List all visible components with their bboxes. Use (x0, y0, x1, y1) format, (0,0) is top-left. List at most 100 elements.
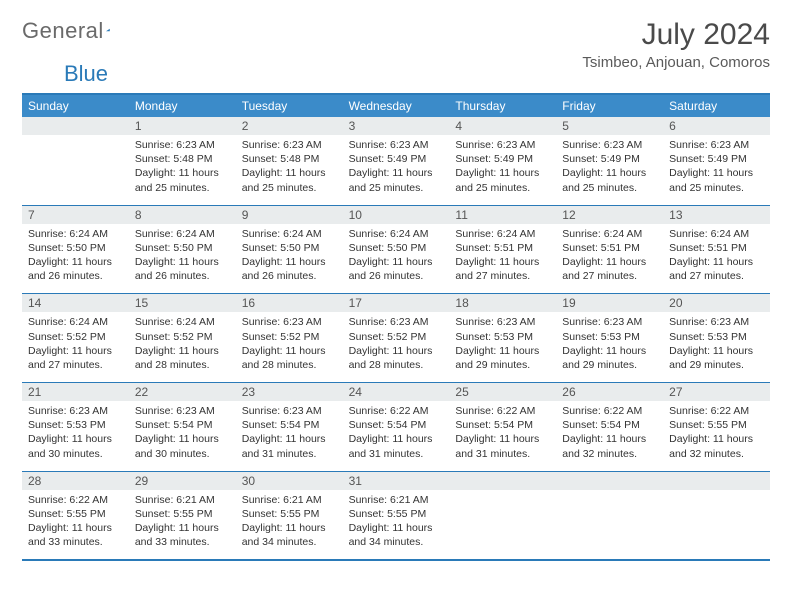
day-cell-line: Sunset: 5:51 PM (455, 241, 550, 255)
content-row: Sunrise: 6:23 AM Sunset: 5:48 PM Daylight:… (22, 135, 770, 205)
day-cell-line: Sunset: 5:54 PM (135, 418, 230, 432)
day-cell-line: Sunrise: 6:22 AM (349, 404, 444, 418)
day-cell-line: and 25 minutes. (349, 181, 444, 195)
week-block: 14151617181920Sunrise: 6:24 AMSunset: 5:… (22, 293, 770, 382)
day-cell-line: and 31 minutes. (242, 447, 337, 461)
logo-text-1: General (22, 18, 104, 44)
day-cell: Sunrise: 6:22 AMSunset: 5:55 PMDaylight:… (663, 401, 770, 471)
day-cell-line: and 26 minutes. (242, 269, 337, 283)
day-cell-line: Sunrise: 6:23 AM (242, 404, 337, 418)
content-row: Sunrise: 6:24 AMSunset: 5:52 PMDaylight:… (22, 312, 770, 382)
day-cell-line: and 27 minutes. (28, 358, 123, 372)
day-cell: Sunrise: 6:24 AMSunset: 5:51 PMDaylight:… (663, 224, 770, 294)
day-cell: Sunrise: 6:24 AMSunset: 5:52 PMDaylight:… (129, 312, 236, 382)
day-cell-line: and 34 minutes. (349, 535, 444, 549)
day-number: 8 (129, 206, 236, 224)
day-number: 21 (22, 383, 129, 401)
day-number: 6 (663, 117, 770, 135)
day-cell: Sunrise: 6:24 AMSunset: 5:51 PMDaylight:… (556, 224, 663, 294)
day-cell-line: Sunset: 5:54 PM (455, 418, 550, 432)
day-cell: Sunrise: 6:24 AMSunset: 5:50 PMDaylight:… (343, 224, 450, 294)
day-cell-line: Sunrise: 6:24 AM (349, 227, 444, 241)
day-cell-line: Daylight: 11 hours (455, 344, 550, 358)
day-number (22, 117, 129, 135)
day-number: 7 (22, 206, 129, 224)
day-cell-line: and 27 minutes. (562, 269, 657, 283)
day-number: 30 (236, 472, 343, 490)
day-number: 29 (129, 472, 236, 490)
day-number: 14 (22, 294, 129, 312)
day-cell-line: and 28 minutes. (135, 358, 230, 372)
day-cell-line: Daylight: 11 hours (28, 521, 123, 535)
day-cell-line: Sunrise: 6:22 AM (455, 404, 550, 418)
day-header-tue: Tuesday (236, 95, 343, 117)
day-cell-line: Sunrise: 6:22 AM (562, 404, 657, 418)
day-cell-line: Daylight: 11 hours (349, 432, 444, 446)
day-cell-line: Daylight: 11 hours (349, 521, 444, 535)
day-cell: Sunrise: 6:23 AMSunset: 5:49 PMDaylight:… (556, 135, 663, 205)
day-number-row: 78910111213 (22, 206, 770, 224)
day-cell: Sunrise: 6:23 AMSunset: 5:53 PMDaylight:… (22, 401, 129, 471)
day-cell-line: Sunrise: 6:23 AM (28, 404, 123, 418)
day-cell-line: and 25 minutes. (242, 181, 337, 195)
day-cell-line: Sunset: 5:55 PM (242, 507, 337, 521)
day-number: 20 (663, 294, 770, 312)
day-cell-line: Sunset: 5:48 PM (135, 152, 230, 166)
day-cell-line: Sunrise: 6:22 AM (669, 404, 764, 418)
day-cell-line: Sunrise: 6:23 AM (562, 138, 657, 152)
day-cell-line: Sunrise: 6:24 AM (669, 227, 764, 241)
content-row: Sunrise: 6:22 AMSunset: 5:55 PMDaylight:… (22, 490, 770, 560)
day-cell-line: Sunrise: 6:23 AM (242, 138, 337, 152)
day-cell-line: Sunrise: 6:24 AM (455, 227, 550, 241)
day-cell-line: Daylight: 11 hours (455, 166, 550, 180)
day-cell-line: Sunset: 5:53 PM (455, 330, 550, 344)
day-cell: Sunrise: 6:22 AMSunset: 5:54 PMDaylight:… (449, 401, 556, 471)
day-cell-line: Sunset: 5:53 PM (562, 330, 657, 344)
day-cell-line: Daylight: 11 hours (242, 166, 337, 180)
day-cell-line: and 33 minutes. (28, 535, 123, 549)
day-number: 4 (449, 117, 556, 135)
day-cell-line: and 25 minutes. (562, 181, 657, 195)
day-number (663, 472, 770, 490)
day-header-sat: Saturday (663, 95, 770, 117)
day-cell: Sunrise: 6:24 AMSunset: 5:50 PMDaylight:… (22, 224, 129, 294)
day-cell: Sunrise: 6:23 AMSunset: 5:53 PMDaylight:… (663, 312, 770, 382)
day-cell: Sunrise: 6:23 AMSunset: 5:53 PMDaylight:… (556, 312, 663, 382)
day-cell-line: Daylight: 11 hours (242, 255, 337, 269)
day-cell-line: and 31 minutes. (455, 447, 550, 461)
day-cell-line: Sunrise: 6:23 AM (455, 315, 550, 329)
day-cell-line: Sunset: 5:53 PM (669, 330, 764, 344)
day-cell-line: and 26 minutes. (349, 269, 444, 283)
day-cell-line: and 29 minutes. (562, 358, 657, 372)
day-cell-line: and 33 minutes. (135, 535, 230, 549)
day-cell-line: Sunset: 5:55 PM (28, 507, 123, 521)
day-number: 24 (343, 383, 450, 401)
day-cell-line: Sunrise: 6:23 AM (135, 404, 230, 418)
day-cell-line: Sunset: 5:51 PM (669, 241, 764, 255)
day-cell-line: Daylight: 11 hours (349, 255, 444, 269)
day-cell-line: and 29 minutes. (455, 358, 550, 372)
day-number: 1 (129, 117, 236, 135)
logo: General (22, 18, 128, 44)
day-number: 17 (343, 294, 450, 312)
day-number: 19 (556, 294, 663, 312)
day-cell-line: and 32 minutes. (562, 447, 657, 461)
day-cell-line: Daylight: 11 hours (28, 344, 123, 358)
day-cell-line: Daylight: 11 hours (349, 166, 444, 180)
day-number: 11 (449, 206, 556, 224)
day-number-row: 123456 (22, 117, 770, 135)
day-number: 10 (343, 206, 450, 224)
day-cell: Sunrise: 6:23 AMSunset: 5:49 PMDaylight:… (449, 135, 556, 205)
day-cell-line: Daylight: 11 hours (669, 344, 764, 358)
page-title: July 2024 (582, 18, 770, 52)
day-cell-line: and 25 minutes. (455, 181, 550, 195)
day-cell-line: Sunset: 5:51 PM (562, 241, 657, 255)
day-cell-line: and 27 minutes. (455, 269, 550, 283)
day-cell-line: Sunset: 5:49 PM (455, 152, 550, 166)
day-cell-line: Daylight: 11 hours (669, 166, 764, 180)
weeks-container: 123456 Sunrise: 6:23 AM Sunset: 5:48 PM Day… (22, 117, 770, 559)
day-cell-line: Sunrise: 6:24 AM (135, 315, 230, 329)
day-cell: Sunrise: 6:22 AMSunset: 5:54 PMDaylight:… (343, 401, 450, 471)
day-cell-line: and 31 minutes. (349, 447, 444, 461)
day-cell-line: Sunrise: 6:22 AM (28, 493, 123, 507)
